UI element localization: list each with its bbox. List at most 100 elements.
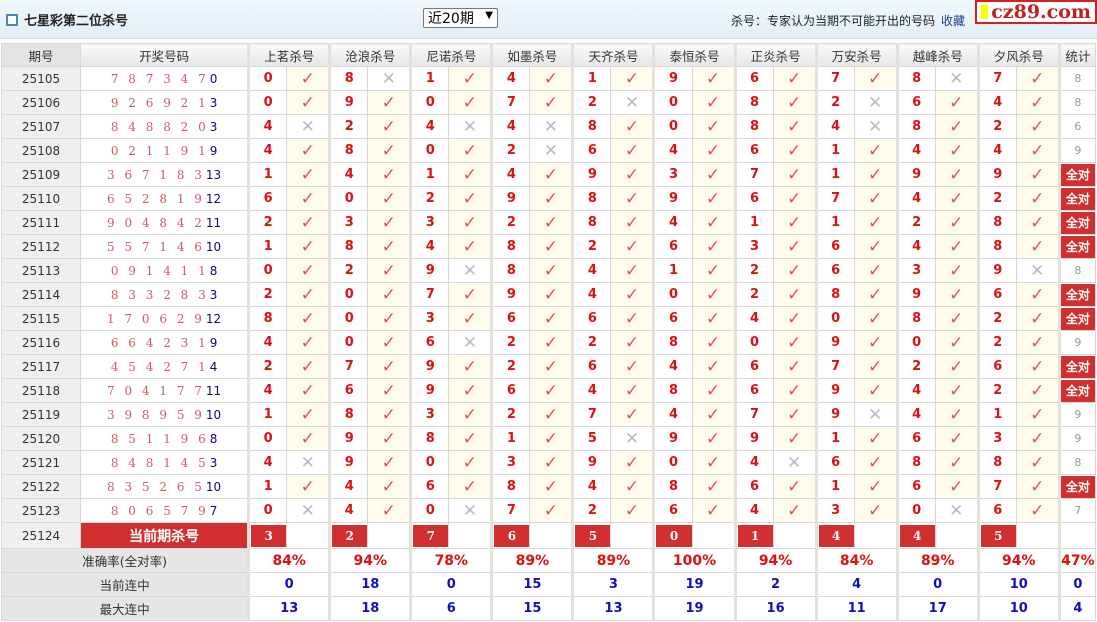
header-expert: 越峰杀号 xyxy=(895,43,979,67)
kill-number: 1 xyxy=(733,210,774,235)
check-icon: ✓ xyxy=(529,450,574,475)
kill-number: 4 xyxy=(814,114,855,139)
check-icon: ✓ xyxy=(1015,378,1060,403)
kill-number: 6 xyxy=(571,354,612,379)
kill-number: 4 xyxy=(328,474,369,499)
check-icon: ✓ xyxy=(367,450,412,475)
check-icon: ✓ xyxy=(367,402,412,427)
kill-number: 8 xyxy=(976,450,1017,475)
kill-number: 4 xyxy=(571,282,612,307)
stat-cell: 全对 xyxy=(1057,474,1097,499)
check-icon: ✓ xyxy=(367,498,412,523)
kill-number: 2 xyxy=(328,114,369,139)
draw-numbers: 8 5 1 1 9 68 xyxy=(80,426,250,451)
check-icon: ✓ xyxy=(448,450,493,475)
max-streak-row-value: 10 xyxy=(976,596,1060,621)
check-icon: ✓ xyxy=(934,330,979,355)
kill-number: 3 xyxy=(895,258,936,283)
kill-number: 4 xyxy=(733,498,774,523)
cross-icon: ✕ xyxy=(529,114,574,139)
draw-digits: 8 3 5 2 6 5 xyxy=(107,479,205,494)
check-icon: ✓ xyxy=(1015,234,1060,259)
check-icon: ✓ xyxy=(853,186,898,211)
kill-number: 0 xyxy=(895,330,936,355)
check-icon: ✓ xyxy=(367,114,412,139)
check-icon: ✓ xyxy=(610,138,655,163)
kill-number: 4 xyxy=(733,306,774,331)
accuracy-row-value: 78% xyxy=(409,548,493,573)
favorite-link[interactable]: 收藏 xyxy=(940,14,965,28)
kill-number: 8 xyxy=(652,330,693,355)
draw-numbers: 8 3 3 2 8 33 xyxy=(80,282,250,307)
issue-number: 25105 xyxy=(0,66,82,91)
table-header-row: 期号 开奖号码 上茗杀号 沧浪杀号 尼诺杀号 如墨杀号 天齐杀号 泰恒杀号 正炎杀号 万安杀号 越峰… xyxy=(0,43,1097,67)
kill-number: 0 xyxy=(814,306,855,331)
draw-numbers: 8 3 5 2 6 510 xyxy=(80,474,250,499)
draw-numbers: 6 6 4 2 3 19 xyxy=(80,330,250,355)
current-kill-cell: 0 xyxy=(652,522,693,549)
kill-number: 0 xyxy=(409,450,450,475)
current-streak-row-value: 18 xyxy=(328,572,412,597)
kill-number: 9 xyxy=(895,282,936,307)
kill-number: 0 xyxy=(652,90,693,115)
kill-number: 8 xyxy=(490,474,531,499)
check-icon: ✓ xyxy=(772,498,817,523)
kill-number: 4 xyxy=(652,402,693,427)
check-icon: ✓ xyxy=(853,378,898,403)
issue-number: 25109 xyxy=(0,162,82,187)
kill-number: 3 xyxy=(490,450,531,475)
check-icon: ✓ xyxy=(367,210,412,235)
check-icon: ✓ xyxy=(610,210,655,235)
max-streak-row-label: 最大连中 xyxy=(0,596,250,621)
draw-digits: 8 4 8 1 4 5 xyxy=(110,455,209,470)
current-kill-cell: 4 xyxy=(895,522,936,549)
all-correct-badge: 全对 xyxy=(1062,163,1095,186)
kill-number: 4 xyxy=(895,402,936,427)
kill-number: 0 xyxy=(895,498,936,523)
table-row: 25105 7 8 7 3 4 70 0 ✓ 8 ✕ 1 ✓ 4 ✓ 1 ✓ 9 ✓ 6 ✓ 7 ✓ 8 ✕ 7 ✓ 8 xyxy=(0,66,1097,91)
kill-number: 0 xyxy=(409,498,450,523)
table-row: 25116 6 6 4 2 3 19 4 ✓ 0 ✓ 6 ✕ 2 ✓ 2 ✓ 8 ✓ 0 ✓ 9 ✓ 0 ✓ 2 ✓ 9 xyxy=(0,330,1097,355)
kill-number: 2 xyxy=(733,258,774,283)
check-icon: ✓ xyxy=(529,210,574,235)
check-icon: ✓ xyxy=(1015,90,1060,115)
kill-number: 7 xyxy=(976,474,1017,499)
check-icon: ✓ xyxy=(1015,114,1060,139)
draw-numbers: 3 9 8 9 5 910 xyxy=(80,402,250,427)
check-icon: ✓ xyxy=(448,66,493,91)
kill-number: 8 xyxy=(328,234,369,259)
kill-number: 2 xyxy=(490,210,531,235)
chevron-down-icon: ▼ xyxy=(485,10,493,21)
check-icon: ✓ xyxy=(691,306,736,331)
check-icon: ✓ xyxy=(772,426,817,451)
table-row: 25111 9 0 4 8 4 211 2 ✓ 3 ✓ 3 ✓ 2 ✓ 8 ✓ 4 ✓ 1 ✓ 1 ✓ 2 ✓ 8 ✓ 全对 xyxy=(0,210,1097,235)
all-correct-badge: 全对 xyxy=(1062,283,1095,306)
check-icon: ✓ xyxy=(691,282,736,307)
check-icon: ✓ xyxy=(934,354,979,379)
page-title: 七星彩第二位杀号 xyxy=(6,10,128,29)
check-icon: ✓ xyxy=(1015,186,1060,211)
issue-number: 25118 xyxy=(0,378,82,403)
kill-number: 4 xyxy=(490,114,531,139)
accuracy-row-value: 84% xyxy=(814,548,898,573)
header-issue: 期号 xyxy=(0,43,82,67)
draw-sum: 8 xyxy=(209,263,218,278)
check-icon: ✓ xyxy=(691,450,736,475)
stat-cell xyxy=(1057,522,1097,549)
draw-numbers: 5 5 7 1 4 610 xyxy=(80,234,250,259)
check-icon: ✓ xyxy=(448,234,493,259)
current-streak-row: 当前连中 0 18 0 15 3 19 2 4 0 10 0 xyxy=(0,572,1097,597)
period-select[interactable]: 近20期 ▼ xyxy=(423,8,498,28)
draw-numbers: 0 9 1 4 1 18 xyxy=(80,258,250,283)
kill-number: 4 xyxy=(409,234,450,259)
check-icon: ✓ xyxy=(367,306,412,331)
issue-number: 25120 xyxy=(0,426,82,451)
check-icon: ✓ xyxy=(367,258,412,283)
kill-number: 6 xyxy=(895,90,936,115)
stat-cell: 9 xyxy=(1057,330,1097,355)
kill-number: 6 xyxy=(571,138,612,163)
check-icon: ✓ xyxy=(286,282,331,307)
check-icon: ✓ xyxy=(772,378,817,403)
stat-cell: 全对 xyxy=(1057,210,1097,235)
kill-number: 6 xyxy=(814,234,855,259)
